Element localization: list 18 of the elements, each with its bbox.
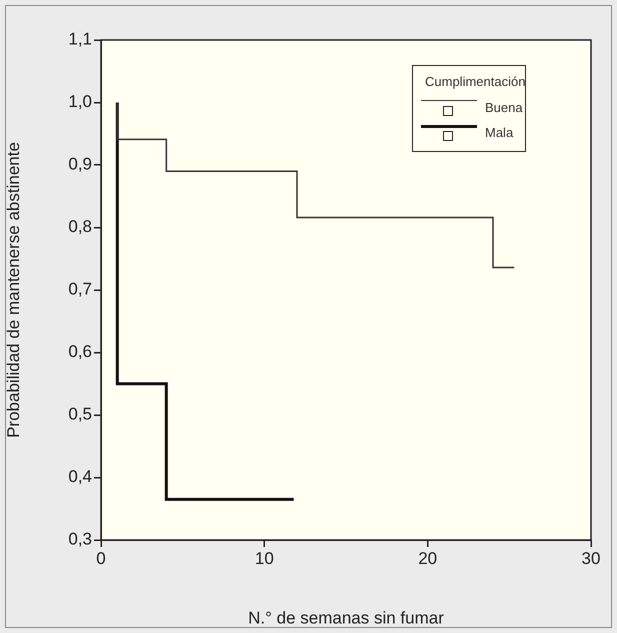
y-tick-label: 1,1 [68, 30, 92, 49]
legend-label: Buena [485, 100, 523, 115]
y-axis-title: Probabilidad de mantenerse abstinente [4, 142, 23, 438]
y-tick-label: 0,7 [68, 280, 92, 299]
legend-label: Mala [485, 125, 514, 140]
y-tick-label: 0,6 [68, 342, 92, 362]
y-tick-label: 0,9 [68, 154, 92, 174]
y-tick-label: 1,0 [68, 92, 92, 112]
y-tick-label: 0,4 [68, 467, 92, 486]
x-tick-label: 20 [418, 548, 438, 568]
y-tick-label: 0,8 [68, 217, 92, 236]
legend-title: Cumplimentación [424, 74, 526, 89]
x-tick-label: 30 [582, 548, 600, 568]
x-tick-label: 0 [96, 548, 106, 568]
y-tick-label: 0,5 [68, 404, 92, 424]
x-tick-label: 10 [254, 548, 274, 568]
y-tick-label: 0,3 [68, 530, 92, 549]
x-axis-title: N.° de semanas sin fumar [248, 608, 444, 628]
